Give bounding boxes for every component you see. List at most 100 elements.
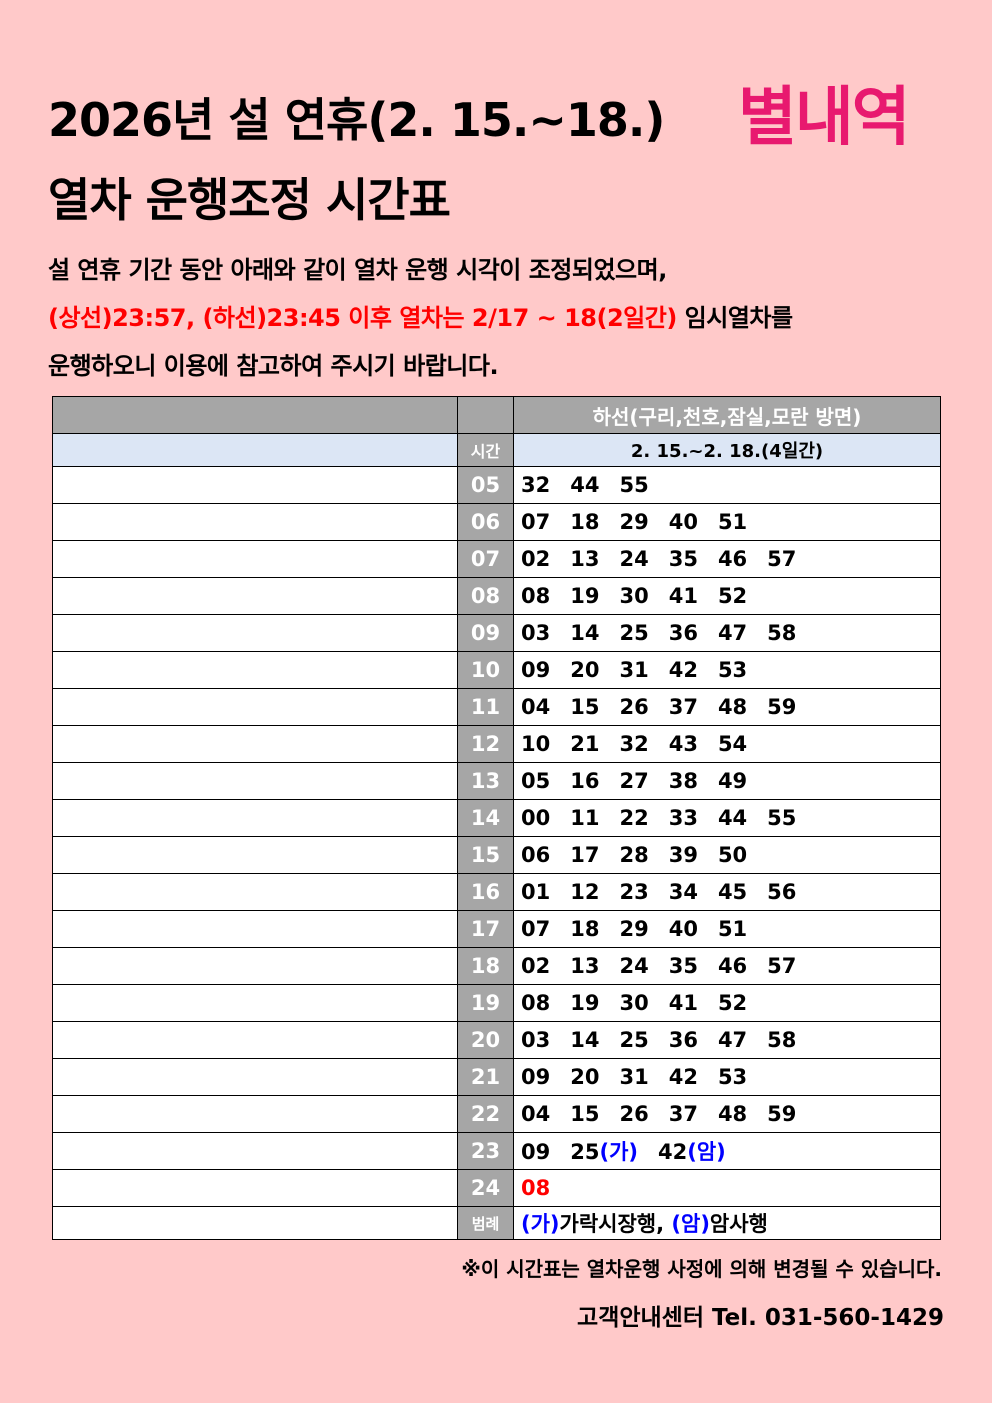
departure-minute: 58 [767, 1028, 796, 1052]
departure-minute: 47 [718, 1028, 747, 1052]
minute-value: 50 [717, 843, 748, 867]
minute-value: 32 [619, 732, 649, 756]
legend-tag: (가) [521, 1212, 560, 1236]
legend-tag: (암) [671, 1212, 710, 1236]
departure-minute: 55 [767, 806, 796, 830]
minutes-cell: 07 18 29 40 51 [513, 910, 941, 948]
hour-cell: 16 [457, 873, 514, 911]
departure-minute: 14 [570, 1028, 599, 1052]
minute-value: 43 [668, 732, 698, 756]
minute-value: 58 [767, 1028, 797, 1052]
minute-value: 01 [521, 880, 551, 904]
minute-value: 19 [570, 991, 600, 1015]
departure-minute: 42(암) [658, 1136, 726, 1166]
departure-minute: 47 [718, 621, 747, 645]
minute-value: 28 [619, 843, 649, 867]
minute-value: 47 [717, 621, 748, 645]
minute-value: 47 [717, 1028, 748, 1052]
departure-minute: 53 [718, 658, 747, 682]
hour-cell: 11 [457, 688, 514, 726]
departure-minute: 21 [570, 732, 599, 756]
timetable-row: 12 10 21 32 43 54 [52, 725, 941, 763]
timetable-row: 11 04 15 26 37 48 59 [52, 688, 941, 726]
minutes-cell: 32 44 55 [513, 466, 941, 504]
blank-cell [52, 1058, 458, 1096]
minute-value: 51 [717, 917, 748, 941]
description-highlight: (상선)23:57, (하선)23:45 이후 열차는 2/17 ~ 18(2일… [48, 304, 677, 332]
minute-value: 03 [521, 621, 551, 645]
departure-minute: 32 [619, 732, 648, 756]
minute-value: 08 [521, 1176, 551, 1200]
departure-minute: 19 [570, 991, 599, 1015]
departure-minute: 55 [619, 473, 648, 497]
blank-cell [52, 688, 458, 726]
minute-value: 53 [717, 1065, 748, 1089]
minute-value: 36 [668, 1028, 698, 1052]
minute-value: 57 [767, 547, 797, 571]
minute-value: 56 [767, 880, 797, 904]
minute-value: 13 [570, 954, 600, 978]
minute-value: 54 [717, 732, 748, 756]
departure-minute: 05 [521, 769, 550, 793]
minute-value: 22 [619, 806, 649, 830]
departure-minute: 04 [521, 695, 550, 719]
minute-value: 41 [668, 584, 698, 608]
title-line-2: 열차 운행조정 시간표 [48, 173, 451, 227]
minute-value: 51 [717, 510, 748, 534]
minute-value: 34 [668, 880, 698, 904]
timetable-row: 18 02 13 24 35 46 57 [52, 947, 941, 985]
departure-minute: 25 [619, 1028, 648, 1052]
blank-cell [52, 984, 458, 1022]
minute-value: 42 [668, 658, 698, 682]
blank-cell [52, 799, 458, 837]
departure-minute: 42 [669, 658, 698, 682]
departure-minute: 37 [669, 695, 698, 719]
destination-tag: (암) [687, 1140, 726, 1164]
timetable-row: 22 04 15 26 37 48 59 [52, 1095, 941, 1133]
timetable-row: 16 01 12 23 34 45 56 [52, 873, 941, 911]
minute-value: 20 [570, 658, 600, 682]
minute-value: 38 [668, 769, 698, 793]
blank-cell [52, 762, 458, 800]
departure-minute: 23 [619, 880, 648, 904]
minute-value: 25 [619, 1028, 649, 1052]
minutes-cell: 09 25(가) 42(암) [513, 1132, 941, 1170]
departure-minute: 35 [669, 954, 698, 978]
blank-cell [52, 651, 458, 689]
minute-value: 11 [570, 806, 600, 830]
departure-minute: 44 [718, 806, 747, 830]
departure-minute: 49 [718, 769, 747, 793]
minute-value: 46 [717, 547, 748, 571]
minute-value: 09 [521, 1065, 551, 1089]
departure-minute: 02 [521, 547, 550, 571]
minutes-cell: 03 14 25 36 47 58 [513, 1021, 941, 1059]
minutes-cell: 08 19 30 41 52 [513, 577, 941, 615]
hour-cell: 14 [457, 799, 514, 837]
departure-minute: 02 [521, 954, 550, 978]
minute-value: 09 [521, 1140, 551, 1164]
departure-minute: 29 [619, 917, 648, 941]
minute-value: 39 [668, 843, 698, 867]
departure-minute: 14 [570, 621, 599, 645]
station-name: 별내역 [738, 81, 911, 155]
legend-label: 범례 [457, 1206, 514, 1240]
departure-minute: 38 [669, 769, 698, 793]
departure-minute: 20 [570, 658, 599, 682]
minute-value: 15 [570, 695, 600, 719]
departure-minute: 18 [570, 510, 599, 534]
minutes-cell: 08 [513, 1169, 941, 1207]
departure-minute: 15 [570, 1102, 599, 1126]
timetable-row: 10 09 20 31 42 53 [52, 651, 941, 689]
legend-cell: (가)가락시장행, (암)암사행 [513, 1206, 941, 1240]
departure-minute: 31 [619, 1065, 648, 1089]
departure-minute: 46 [718, 954, 747, 978]
departure-minute: 52 [718, 584, 747, 608]
blank-cell [52, 503, 458, 541]
description-line-1: 설 연휴 기간 동안 아래와 같이 열차 운행 시각이 조정되었으며, [48, 256, 667, 284]
timetable-header-row: 하선(구리,천호,잠실,모란 방면) [52, 396, 941, 434]
departure-minute: 48 [718, 1102, 747, 1126]
minute-value: 29 [619, 510, 649, 534]
departure-minute: 04 [521, 1102, 550, 1126]
timetable-row: 05 32 44 55 [52, 466, 941, 504]
hour-cell: 10 [457, 651, 514, 689]
